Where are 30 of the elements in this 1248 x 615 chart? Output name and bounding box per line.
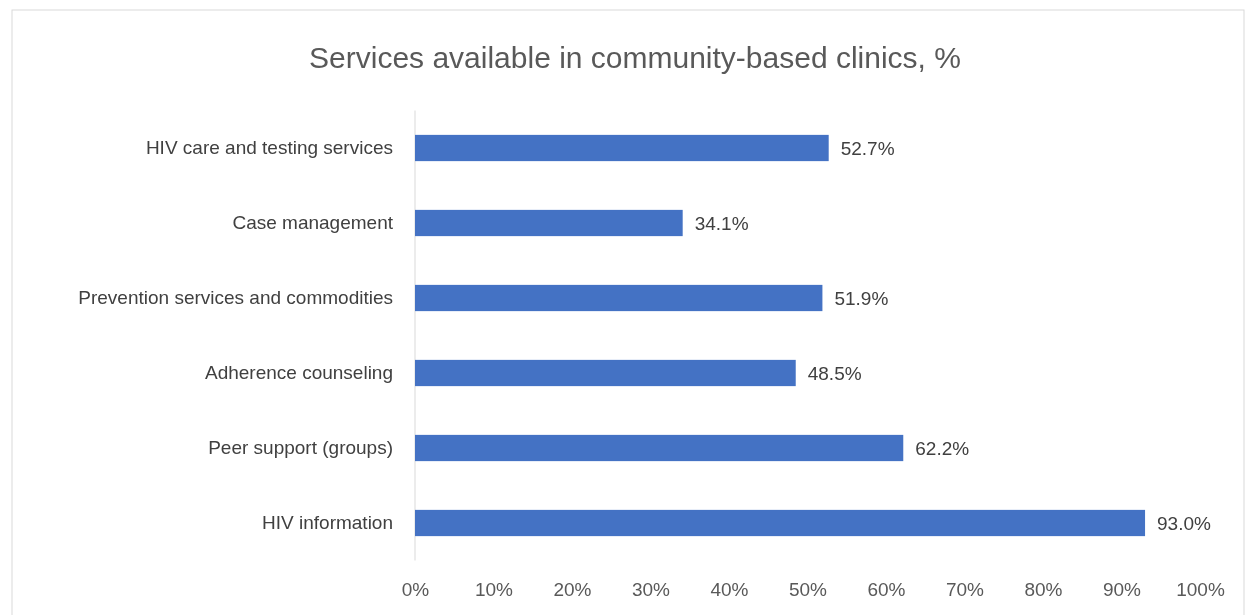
data-label: 48.5%: [807, 362, 862, 384]
y-tick-label: Prevention services and commodities: [78, 287, 393, 309]
bar: [415, 434, 904, 462]
bar: [415, 134, 829, 162]
x-tick-label: 100%: [1176, 578, 1225, 600]
bar: [415, 359, 796, 387]
x-tick-label: 60%: [867, 578, 906, 600]
bar: [415, 209, 683, 237]
y-tick-label: Peer support (groups): [208, 437, 393, 459]
chart-title: Services available in community-based clinics, %: [309, 41, 961, 74]
x-tick-label: 80%: [1024, 578, 1063, 600]
x-tick-label: 10%: [474, 578, 514, 600]
x-tick-label: 0%: [401, 578, 430, 600]
bar: [415, 509, 1146, 537]
x-tick-label: 70%: [945, 578, 985, 600]
y-tick-label: HIV information: [262, 512, 393, 534]
y-tick-label: HIV care and testing services: [145, 137, 393, 159]
x-tick-label: 90%: [1102, 578, 1142, 600]
data-label: 34.1%: [694, 212, 749, 234]
bar: [415, 284, 823, 312]
x-tick-label: 50%: [788, 578, 828, 600]
y-tick-label: Case management: [232, 212, 394, 234]
x-tick-label: 40%: [710, 578, 749, 600]
data-label: 62.2%: [915, 437, 970, 459]
x-tick-label: 20%: [553, 578, 592, 600]
y-tick-label: Adherence counseling: [204, 362, 393, 384]
data-label: 93.0%: [1157, 512, 1212, 534]
data-label: 52.7%: [840, 137, 895, 159]
data-label: 51.9%: [834, 287, 889, 309]
x-tick-label: 30%: [631, 578, 671, 600]
